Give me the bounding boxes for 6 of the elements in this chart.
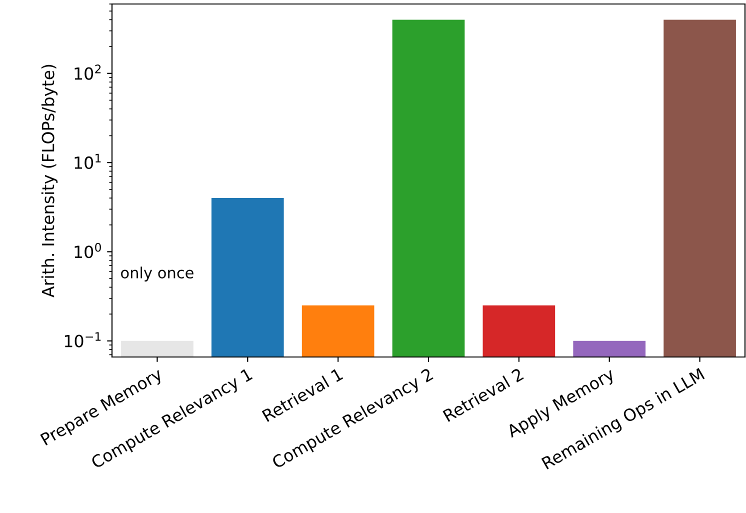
y-tick-label: 10$^{1}$ (74, 154, 101, 170)
y-axis-title: Arith. Intensity (FLOPs/byte) (41, 64, 58, 298)
annotation: only once (121, 266, 194, 282)
y-tick-label: 10$^{2}$ (74, 64, 101, 80)
y-tick-label: 10$^{0}$ (74, 242, 101, 258)
y-tick-label: 10$^{−1}$ (64, 332, 101, 348)
